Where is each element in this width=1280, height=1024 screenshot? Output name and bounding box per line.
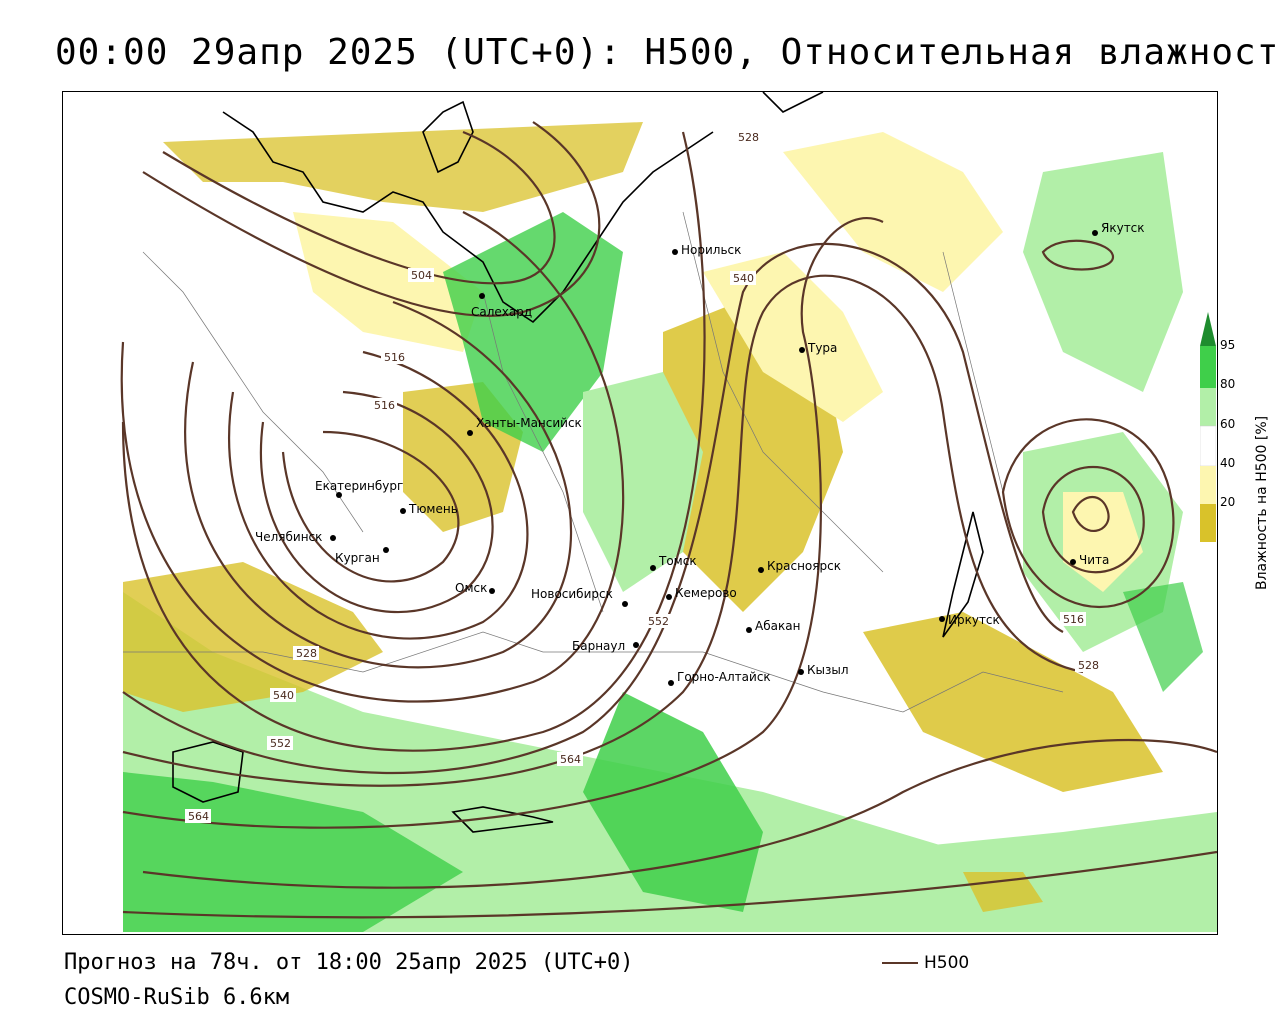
svg-text:Чита: Чита — [1079, 553, 1109, 567]
isoline-label: 516 — [381, 350, 407, 364]
colorbar-tick: 80 — [1220, 377, 1236, 391]
svg-text:564: 564 — [188, 810, 209, 823]
city-chelyabinsk: Челябинск — [255, 530, 336, 544]
city-chita: Чита — [1070, 553, 1109, 567]
isoline-label: 516 — [371, 398, 397, 412]
svg-text:Омск: Омск — [455, 581, 487, 595]
map-title: 00:00 29апр 2025 (UTC+0): H500, Относите… — [55, 32, 1280, 73]
city-tomsk: Томск — [650, 554, 697, 571]
humidity-field — [123, 122, 1217, 932]
svg-text:552: 552 — [648, 615, 669, 628]
svg-text:Томск: Томск — [658, 554, 697, 568]
svg-text:564: 564 — [560, 753, 581, 766]
colorbar-title: Влажность на H500 [%] — [1254, 415, 1270, 590]
city-gorno-altaysk: Горно-Алтайск — [668, 670, 771, 686]
svg-text:552: 552 — [270, 737, 291, 750]
colorbar-tick: 95 — [1220, 338, 1236, 352]
isoline-label: 552 — [645, 614, 671, 628]
h500-legend-swatch — [882, 962, 918, 964]
svg-text:Тура: Тура — [807, 341, 837, 355]
svg-text:Кызыл: Кызыл — [807, 663, 849, 677]
isoline-label: 528 — [1075, 658, 1101, 672]
svg-text:516: 516 — [384, 351, 405, 364]
svg-text:528: 528 — [738, 131, 759, 144]
isoline-label: 564 — [185, 809, 211, 823]
city-kurgan: Курган — [335, 547, 389, 565]
svg-text:Тюмень: Тюмень — [408, 502, 458, 516]
isoline-label: 540 — [270, 688, 296, 702]
city-norilsk: Норильск — [672, 243, 741, 257]
city-salekhard: Салехард — [471, 293, 532, 319]
svg-text:Курган: Курган — [335, 551, 380, 565]
colorbar-tick: 60 — [1220, 417, 1236, 431]
isoline-label: 528 — [735, 130, 761, 144]
svg-text:504: 504 — [411, 269, 432, 282]
model-name: COSMO-RuSib 6.6км — [64, 985, 290, 1010]
city-kyzyl: Кызыл — [798, 663, 849, 677]
isoline-label: 528 — [293, 646, 319, 660]
svg-text:516: 516 — [374, 399, 395, 412]
isoline-label: 564 — [557, 752, 583, 766]
city-yekaterinburg: Екатеринбург — [315, 479, 403, 498]
coastlines — [172, 92, 984, 833]
city-khanty-mansiysk: Ханты-Мансийск — [467, 416, 582, 436]
isoline-labels: 504 516 516 528 540 552 564 564 528 540 … — [185, 130, 1101, 823]
svg-text:Иркутск: Иркутск — [948, 613, 1000, 627]
isoline-label: 516 — [1060, 612, 1086, 626]
svg-text:Ханты-Мансийск: Ханты-Мансийск — [476, 416, 582, 430]
forecast-info: Прогноз на 78ч. от 18:00 25апр 2025 (UTC… — [64, 950, 634, 975]
svg-text:540: 540 — [733, 272, 754, 285]
city-krasnoyarsk: Красноярск — [758, 559, 841, 573]
h500-legend: H500 — [882, 953, 969, 973]
city-novosibirsk: Новосибирск — [531, 587, 628, 607]
svg-text:Горно-Алтайск: Горно-Алтайск — [677, 670, 771, 684]
map-area[interactable]: 504 516 516 528 540 552 564 564 528 540 … — [62, 91, 1218, 935]
svg-text:Абакан: Абакан — [755, 619, 800, 633]
city-markers: Якутск Норильск Салехард Тура Ханты-Манс… — [255, 221, 1145, 686]
humidity-colorbar — [1199, 312, 1217, 542]
svg-text:Новосибирск: Новосибирск — [531, 587, 613, 601]
city-omsk: Омск — [455, 581, 495, 595]
city-kemerovo: Кемерово — [666, 586, 737, 600]
isoline-label: 552 — [267, 736, 293, 750]
svg-text:Салехард: Салехард — [471, 305, 532, 319]
h500-legend-label: H500 — [924, 953, 970, 973]
svg-text:528: 528 — [296, 647, 317, 660]
h500-isolines — [120, 121, 1217, 919]
map-canvas: 504 516 516 528 540 552 564 564 528 540 … — [120, 92, 1217, 932]
svg-text:540: 540 — [273, 689, 294, 702]
svg-text:Красноярск: Красноярск — [767, 559, 841, 573]
svg-text:Челябинск: Челябинск — [255, 530, 322, 544]
city-tyumen: Тюмень — [400, 502, 458, 516]
svg-text:528: 528 — [1078, 659, 1099, 672]
city-abakan: Абакан — [746, 619, 800, 633]
city-barnaul: Барнаул — [572, 639, 639, 653]
colorbar-tick: 20 — [1220, 495, 1236, 509]
svg-text:Барнаул: Барнаул — [572, 639, 625, 653]
svg-text:Якутск: Якутск — [1101, 221, 1145, 235]
city-irkutsk: Иркутск — [939, 613, 1000, 627]
isoline-label: 504 — [408, 268, 434, 282]
svg-text:Кемерово: Кемерово — [675, 586, 737, 600]
colorbar-tick: 40 — [1220, 456, 1236, 470]
isoline-label: 540 — [730, 271, 756, 285]
city-yakutsk: Якутск — [1092, 221, 1145, 236]
svg-text:Норильск: Норильск — [681, 243, 741, 257]
svg-text:516: 516 — [1063, 613, 1084, 626]
city-tura: Тура — [799, 341, 837, 355]
svg-text:Екатеринбург: Екатеринбург — [315, 479, 403, 493]
